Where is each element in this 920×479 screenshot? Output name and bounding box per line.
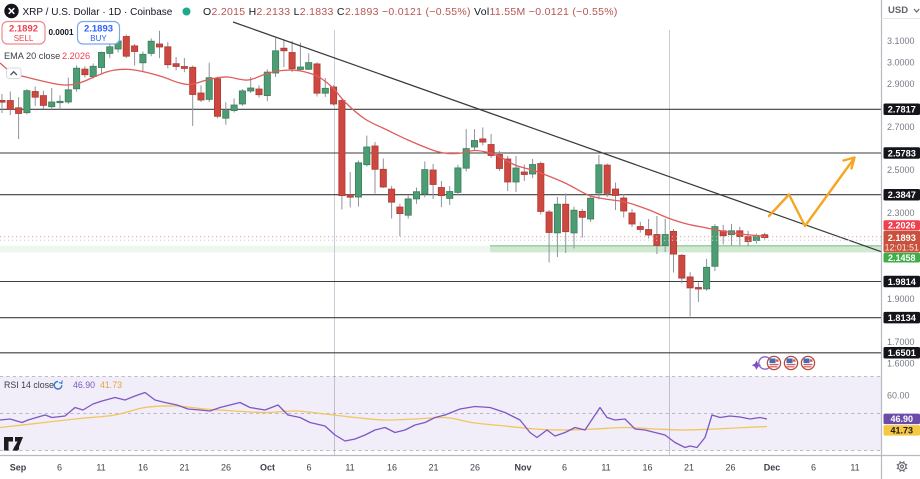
svg-text:1.6501: 1.6501	[888, 348, 916, 358]
svg-text:2.1892: 2.1892	[9, 24, 38, 35]
svg-text:0.0001: 0.0001	[48, 28, 73, 37]
svg-text:26: 26	[725, 463, 735, 473]
svg-text:16: 16	[387, 463, 397, 473]
svg-text:2.1458: 2.1458	[888, 253, 916, 263]
svg-text:46.90: 46.90	[73, 380, 95, 390]
svg-text:2.9000: 2.9000	[887, 79, 915, 89]
svg-text:1.9814: 1.9814	[888, 277, 917, 287]
svg-text:2.3000: 2.3000	[887, 208, 915, 218]
svg-text:1.6000: 1.6000	[887, 359, 915, 369]
svg-text:EMA 20 close: EMA 20 close	[4, 51, 60, 61]
svg-text:12:01:51: 12:01:51	[885, 242, 919, 252]
svg-text:1.9000: 1.9000	[887, 294, 915, 304]
svg-text:1.8134: 1.8134	[888, 313, 917, 323]
svg-text:21: 21	[428, 463, 438, 473]
svg-text:2.3847: 2.3847	[888, 190, 916, 200]
svg-text:6: 6	[57, 463, 62, 473]
svg-text:USD: USD	[888, 5, 908, 16]
svg-text:1.7000: 1.7000	[887, 337, 915, 347]
svg-text:41.73: 41.73	[100, 380, 122, 390]
svg-text:2.1893: 2.1893	[888, 233, 916, 243]
svg-text:Sep: Sep	[10, 463, 27, 473]
svg-text:11: 11	[850, 463, 859, 473]
svg-text:60.00: 60.00	[887, 391, 910, 401]
svg-text:16: 16	[642, 463, 652, 473]
svg-text:2.7000: 2.7000	[887, 122, 915, 132]
svg-text:16: 16	[138, 463, 148, 473]
svg-text:Oct: Oct	[260, 463, 275, 473]
svg-text:46.90: 46.90	[891, 414, 914, 424]
svg-text:SELL: SELL	[14, 34, 34, 43]
svg-text:6: 6	[562, 463, 567, 473]
svg-text:2.2026: 2.2026	[62, 51, 90, 61]
svg-text:2.2026: 2.2026	[888, 221, 916, 231]
svg-text:2.5783: 2.5783	[888, 148, 916, 158]
svg-text:21: 21	[179, 463, 189, 473]
svg-text:BUY: BUY	[90, 34, 107, 43]
svg-text:Dec: Dec	[764, 463, 781, 473]
svg-text:2.5000: 2.5000	[887, 165, 915, 175]
svg-text:26: 26	[470, 463, 480, 473]
svg-text:26: 26	[221, 463, 231, 473]
svg-text:21: 21	[684, 463, 694, 473]
svg-text:11: 11	[96, 463, 105, 473]
svg-text:XRP / U.S. Dollar · 1D · Coinb: XRP / U.S. Dollar · 1D · Coinbase	[23, 7, 173, 18]
svg-text:O2.2015 H2.2133 L2.1833 C2.189: O2.2015 H2.2133 L2.1833 C2.1893 −0.0121 …	[203, 6, 618, 18]
svg-text:2.7817: 2.7817	[888, 105, 916, 115]
svg-text:3.1000: 3.1000	[887, 36, 915, 46]
svg-text:41.73: 41.73	[891, 426, 914, 436]
svg-text:6: 6	[811, 463, 816, 473]
svg-text:Nov: Nov	[514, 463, 531, 473]
svg-text:2.1893: 2.1893	[84, 24, 113, 35]
svg-text:11: 11	[345, 463, 354, 473]
svg-text:3.0000: 3.0000	[887, 57, 915, 67]
svg-text:RSI 14 close: RSI 14 close	[4, 380, 54, 390]
svg-text:11: 11	[601, 463, 610, 473]
svg-text:6: 6	[306, 463, 311, 473]
